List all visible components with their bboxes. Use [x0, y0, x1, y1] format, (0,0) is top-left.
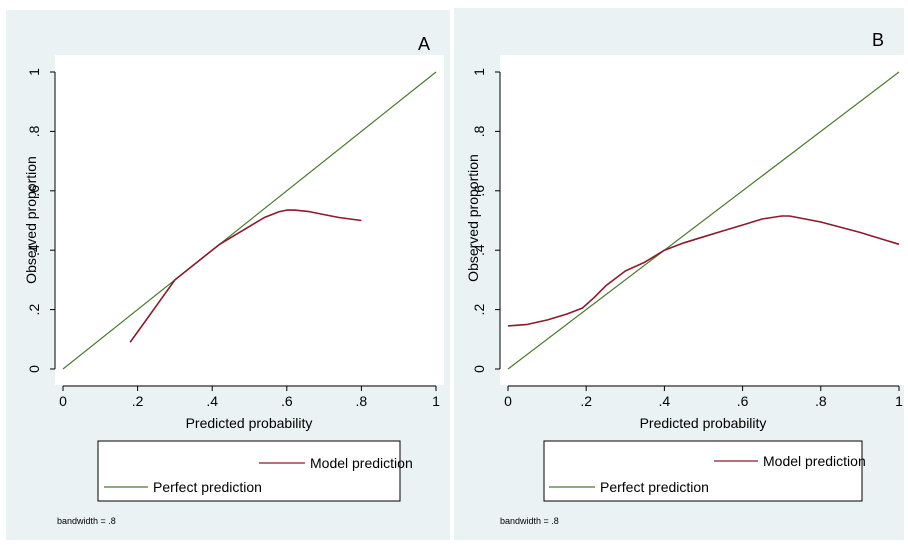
panel-a-x-tick-label: 1	[432, 393, 440, 409]
panel-b-x-tick-label: 1	[895, 393, 903, 409]
panel-a-x-axis-title: Predicted probability	[186, 415, 313, 431]
panel-b-perfect-prediction-line	[507, 71, 900, 370]
panel-a-y-tick-label: .4	[26, 244, 42, 256]
panel-a-label: A	[418, 34, 430, 54]
panel-a-axes: 0 .2 .4 .6 .8 1 0 .2 .4 .6 .8 1	[26, 68, 440, 409]
panel-a-x-tick-label: .8	[356, 393, 368, 409]
panel-a-legend	[97, 440, 401, 502]
panel-a-legend-label-perfect: Perfect prediction	[153, 479, 262, 495]
panel-b-x-tick-label: .6	[737, 393, 749, 409]
panel-b-x-axis-title: Predicted probability	[640, 415, 767, 431]
panel-a: A Predicted probability Observed proport…	[6, 10, 450, 540]
panel-a-x-tick-label: .4	[206, 393, 218, 409]
panel-a-y-tick-label: .8	[26, 125, 42, 137]
panel-b-legend-label-model: Model prediction	[763, 453, 866, 469]
panel-b-y-tick-label: .6	[471, 185, 487, 197]
panel-a-y-axis-title: Observed proportion	[23, 156, 39, 284]
panel-b-plot-area	[500, 55, 904, 385]
panel-b-x-tick-label: .4	[659, 393, 671, 409]
panel-a-y-tick-label: 1	[26, 68, 42, 76]
panel-a-perfect-prediction-line	[62, 71, 437, 370]
panel-b-bandwidth-note: bandwidth = .8	[500, 516, 559, 526]
panel-b-y-tick-label: 0	[471, 365, 487, 373]
panel-a-bandwidth-note: bandwidth = .8	[57, 516, 116, 526]
panel-b-x-tick-label: .2	[580, 393, 592, 409]
panel-a-x-tick-label: .2	[132, 393, 144, 409]
panel-a-x-tick-label: .6	[281, 393, 293, 409]
panel-a-model-prediction-line	[129, 209, 362, 343]
panel-b-axes: 0 .2 .4 .6 .8 1 0 .2 .4 .6 .8 1	[471, 68, 903, 409]
panel-a-y-tick-label: 0	[26, 365, 42, 373]
panel-b-y-tick-label: .4	[471, 244, 487, 256]
panel-b-x-tick-label: .8	[815, 393, 827, 409]
panel-b-y-axis-title: Observed proportion	[465, 154, 481, 282]
panel-a-legend-label-model: Model prediction	[310, 455, 413, 471]
panel-b-label: B	[872, 30, 884, 50]
panel-b-y-tick-label: .8	[471, 125, 487, 137]
panel-b-legend	[543, 440, 863, 502]
panel-b-y-tick-label: 1	[471, 68, 487, 76]
panel-b-model-prediction-line	[507, 215, 900, 327]
panel-b-x-tick-label: 0	[504, 393, 512, 409]
panel-b-lines	[507, 71, 900, 370]
panel-a-x-tick-label: 0	[59, 393, 67, 409]
panel-b: B Predicted probability Observed proport…	[454, 8, 904, 540]
panel-a-lines	[62, 71, 437, 370]
panel-a-y-tick-label: .2	[26, 304, 42, 316]
panel-b-y-tick-label: .2	[471, 304, 487, 316]
panel-a-y-tick-label: .6	[26, 185, 42, 197]
panel-b-legend-label-perfect: Perfect prediction	[600, 479, 709, 495]
